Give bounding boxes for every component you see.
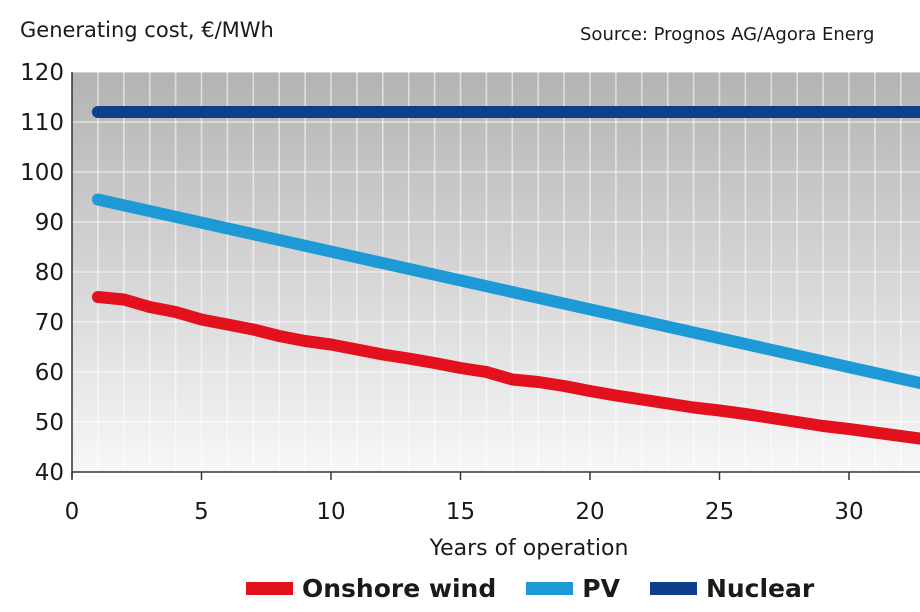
- legend-item-pv: PV: [526, 574, 620, 603]
- x-tick-label: 25: [705, 499, 734, 525]
- x-tick-label: 10: [316, 499, 345, 525]
- y-tick-label: 70: [35, 310, 64, 336]
- legend-swatch-pv: [526, 582, 574, 595]
- legend-label-pv: PV: [582, 574, 620, 603]
- series-line-onshore-wind: [91, 291, 920, 445]
- x-tick-label: 30: [834, 499, 863, 525]
- legend: Onshore wind PV Nuclear: [246, 574, 844, 603]
- axes: 40 50 60 70 80 90 100 110 120 0 5 10 15 20 25 30: [20, 60, 920, 525]
- x-tick-label: 15: [446, 499, 475, 525]
- legend-label-nuclear: Nuclear: [705, 574, 815, 603]
- legend-label-onshore-wind: Onshore wind: [302, 574, 497, 603]
- legend-swatch-nuclear: [649, 582, 697, 595]
- y-tick-label: 100: [20, 160, 64, 186]
- y-axis-label: Generating cost, €/MWh: [20, 18, 274, 42]
- x-axis-label: Years of operation: [429, 536, 629, 561]
- x-tick-label: 0: [65, 499, 80, 525]
- x-tick-label: 20: [575, 499, 604, 525]
- legend-item-onshore-wind: Onshore wind: [246, 574, 496, 603]
- series-layer: [91, 106, 920, 445]
- y-tick-label: 120: [20, 60, 64, 86]
- legend-swatch-onshore-wind: [246, 582, 293, 595]
- grid-lines: [72, 71, 920, 472]
- y-tick-label: 40: [35, 460, 64, 486]
- y-tick-label: 60: [35, 360, 64, 386]
- y-tick-label: 80: [35, 260, 64, 286]
- y-tick-label: 90: [35, 210, 64, 236]
- series-line-pv: [91, 193, 920, 390]
- x-tick-label: 5: [194, 499, 209, 525]
- y-tick-label: 110: [20, 110, 64, 136]
- source-note: Source: Prognos AG/Agora Energ: [580, 24, 875, 45]
- y-tick-label: 50: [35, 410, 64, 436]
- legend-item-nuclear: Nuclear: [649, 574, 815, 603]
